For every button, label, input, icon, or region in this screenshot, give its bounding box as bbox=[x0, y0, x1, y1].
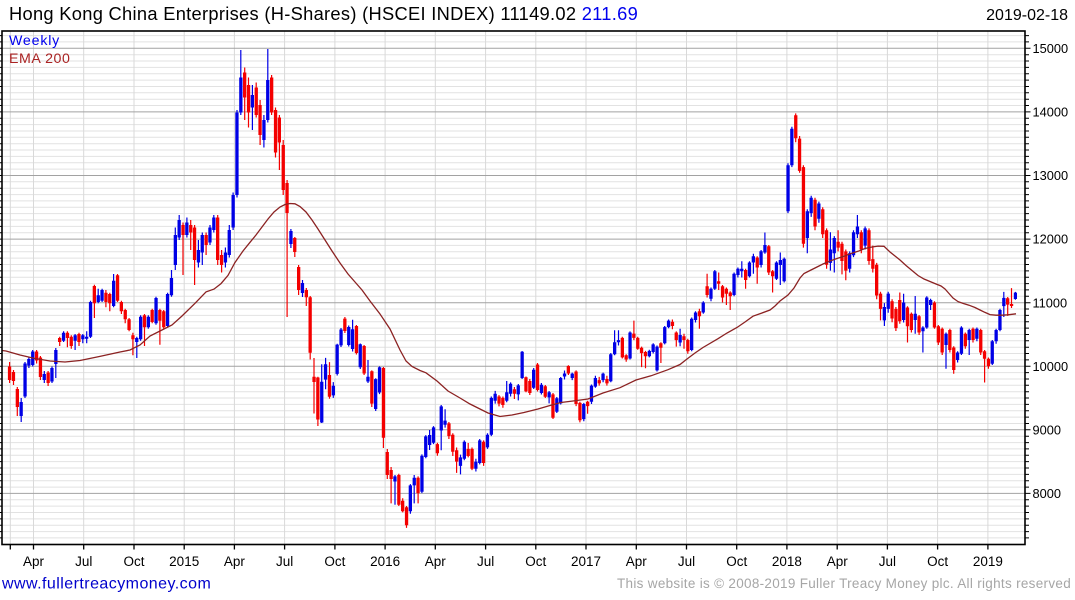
svg-text:Hong Kong China Enterprises (H: Hong Kong China Enterprises (H-Shares) (… bbox=[9, 3, 638, 24]
svg-text:Jul: Jul bbox=[879, 554, 896, 569]
svg-text:2019-02-18: 2019-02-18 bbox=[986, 7, 1068, 24]
svg-text:Apr: Apr bbox=[827, 554, 849, 569]
svg-text:Oct: Oct bbox=[324, 554, 345, 569]
svg-text:Apr: Apr bbox=[626, 554, 648, 569]
svg-text:14000: 14000 bbox=[1033, 105, 1069, 120]
svg-text:Weekly: Weekly bbox=[9, 33, 60, 49]
svg-text:11000: 11000 bbox=[1033, 295, 1068, 310]
svg-text:Jul: Jul bbox=[477, 554, 494, 569]
svg-text:Oct: Oct bbox=[123, 554, 144, 569]
svg-text:10000: 10000 bbox=[1033, 359, 1069, 374]
svg-text:Jul: Jul bbox=[276, 554, 293, 569]
svg-text:2018: 2018 bbox=[772, 554, 802, 569]
svg-text:2019: 2019 bbox=[973, 554, 1003, 569]
svg-text:Oct: Oct bbox=[525, 554, 546, 569]
svg-text:Oct: Oct bbox=[927, 554, 948, 569]
svg-text:2017: 2017 bbox=[571, 554, 601, 569]
svg-text:Apr: Apr bbox=[224, 554, 246, 569]
svg-text:8000: 8000 bbox=[1033, 486, 1061, 501]
svg-text:This website is © 2008-2019 Fu: This website is © 2008-2019 Fuller Treac… bbox=[617, 576, 1071, 591]
svg-text:Jul: Jul bbox=[678, 554, 695, 569]
svg-text:Jul: Jul bbox=[75, 554, 92, 569]
svg-text:Apr: Apr bbox=[425, 554, 447, 569]
svg-text:www.fullertreacymoney.com: www.fullertreacymoney.com bbox=[1, 576, 211, 593]
svg-text:15000: 15000 bbox=[1033, 41, 1069, 56]
svg-text:2015: 2015 bbox=[169, 554, 199, 569]
svg-text:Oct: Oct bbox=[726, 554, 747, 569]
svg-text:13000: 13000 bbox=[1033, 168, 1069, 183]
svg-text:9000: 9000 bbox=[1033, 422, 1061, 437]
svg-text:EMA 200: EMA 200 bbox=[9, 51, 70, 67]
svg-text:Apr: Apr bbox=[23, 554, 45, 569]
svg-text:12000: 12000 bbox=[1033, 232, 1069, 247]
svg-text:2016: 2016 bbox=[370, 554, 400, 569]
